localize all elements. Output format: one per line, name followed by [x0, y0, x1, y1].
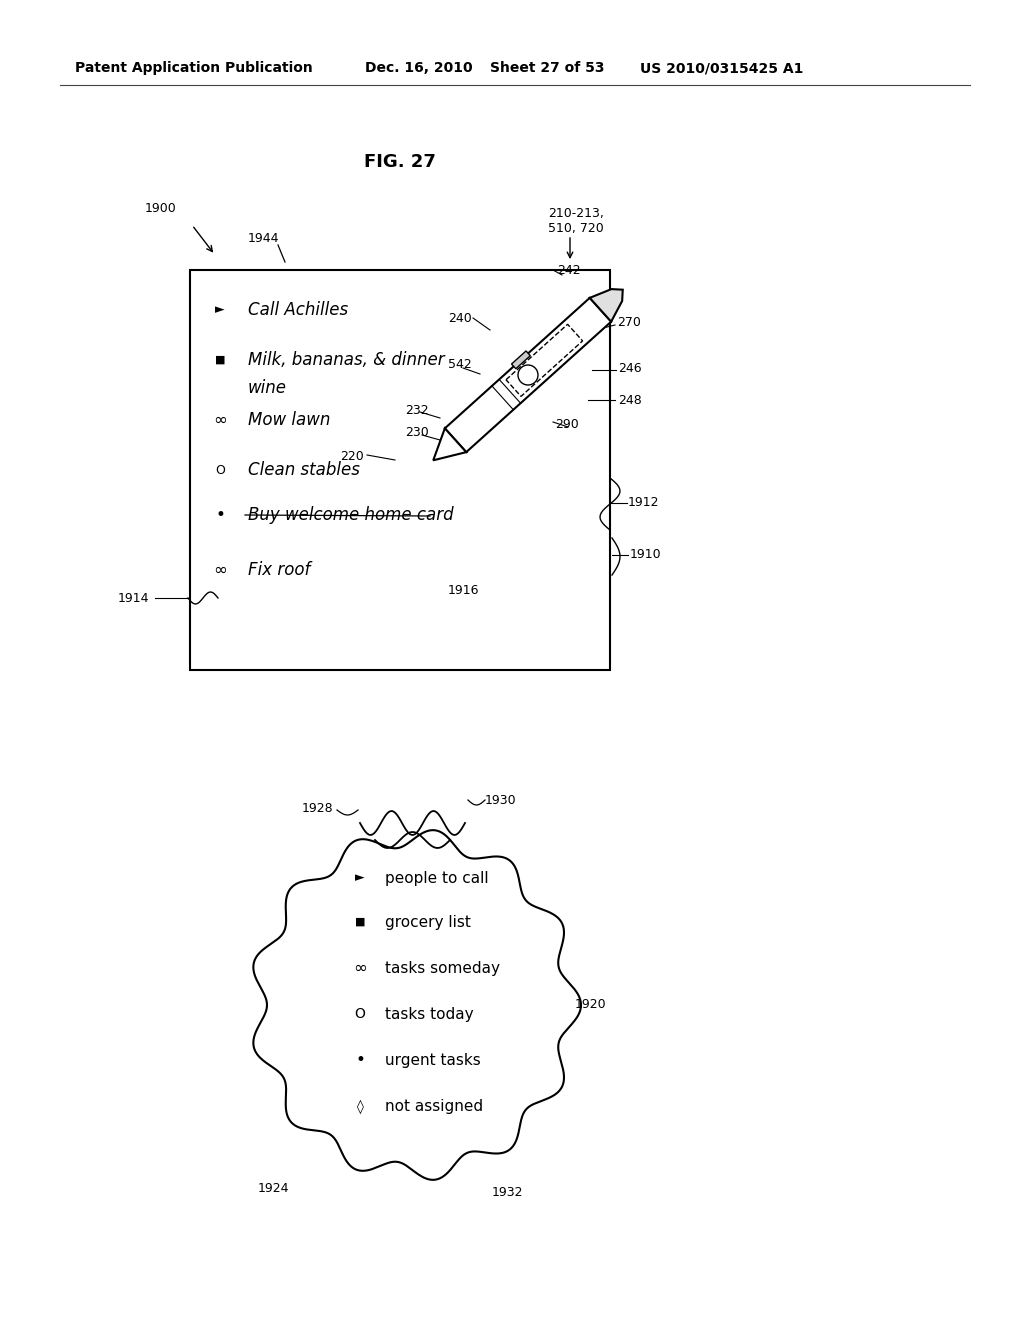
Polygon shape — [433, 429, 466, 461]
Text: 230: 230 — [406, 426, 429, 440]
Text: 242: 242 — [557, 264, 581, 276]
Text: ►: ► — [215, 304, 225, 317]
Text: 246: 246 — [618, 362, 642, 375]
Polygon shape — [512, 351, 530, 368]
Text: 1920: 1920 — [575, 998, 606, 1011]
Text: not assigned: not assigned — [385, 1100, 483, 1114]
Text: Milk, bananas, & dinner: Milk, bananas, & dinner — [248, 351, 444, 370]
Polygon shape — [253, 830, 581, 1180]
Text: people to call: people to call — [385, 870, 488, 886]
Text: 1930: 1930 — [485, 793, 517, 807]
Text: tasks today: tasks today — [385, 1006, 474, 1022]
Text: 1932: 1932 — [492, 1185, 523, 1199]
Text: ◊: ◊ — [356, 1100, 364, 1114]
Text: 248: 248 — [618, 393, 642, 407]
Text: •: • — [355, 1051, 365, 1069]
Ellipse shape — [518, 366, 538, 385]
Text: ∞: ∞ — [213, 561, 227, 579]
Text: US 2010/0315425 A1: US 2010/0315425 A1 — [640, 61, 804, 75]
Text: ►: ► — [355, 871, 365, 884]
Text: ∞: ∞ — [353, 960, 367, 977]
Text: 1916: 1916 — [449, 583, 479, 597]
Text: urgent tasks: urgent tasks — [385, 1052, 480, 1068]
Text: tasks someday: tasks someday — [385, 961, 500, 975]
Text: 232: 232 — [406, 404, 429, 417]
Text: 1910: 1910 — [630, 549, 662, 561]
Text: 1944: 1944 — [248, 231, 280, 244]
Text: Mow lawn: Mow lawn — [248, 411, 331, 429]
Text: 1928: 1928 — [302, 801, 334, 814]
Text: ∞: ∞ — [213, 411, 227, 429]
Text: Sheet 27 of 53: Sheet 27 of 53 — [490, 61, 604, 75]
Text: 1914: 1914 — [118, 591, 150, 605]
Text: Buy welcome home card: Buy welcome home card — [248, 506, 454, 524]
Text: 220: 220 — [340, 450, 364, 463]
Text: 1912: 1912 — [628, 496, 659, 510]
Text: 270: 270 — [617, 315, 641, 329]
Text: Clean stables: Clean stables — [248, 461, 359, 479]
Text: wine: wine — [248, 379, 287, 397]
Text: 542: 542 — [449, 359, 472, 371]
Text: 240: 240 — [449, 312, 472, 325]
Polygon shape — [590, 289, 623, 322]
Text: 1900: 1900 — [145, 202, 177, 214]
Polygon shape — [444, 298, 611, 453]
Text: FIG. 27: FIG. 27 — [365, 153, 436, 172]
Text: O: O — [354, 1007, 366, 1020]
Text: Fix roof: Fix roof — [248, 561, 310, 579]
Text: Dec. 16, 2010: Dec. 16, 2010 — [365, 61, 473, 75]
Text: ■: ■ — [215, 355, 225, 366]
Text: Patent Application Publication: Patent Application Publication — [75, 61, 312, 75]
Text: O: O — [215, 463, 225, 477]
Text: 290: 290 — [555, 418, 579, 432]
Text: •: • — [215, 506, 225, 524]
Text: Call Achilles: Call Achilles — [248, 301, 348, 319]
Text: grocery list: grocery list — [385, 915, 471, 929]
Text: ■: ■ — [354, 917, 366, 927]
Text: 1924: 1924 — [258, 1181, 290, 1195]
Bar — [190, 271, 610, 671]
Text: 210-213,
510, 720: 210-213, 510, 720 — [548, 207, 604, 235]
